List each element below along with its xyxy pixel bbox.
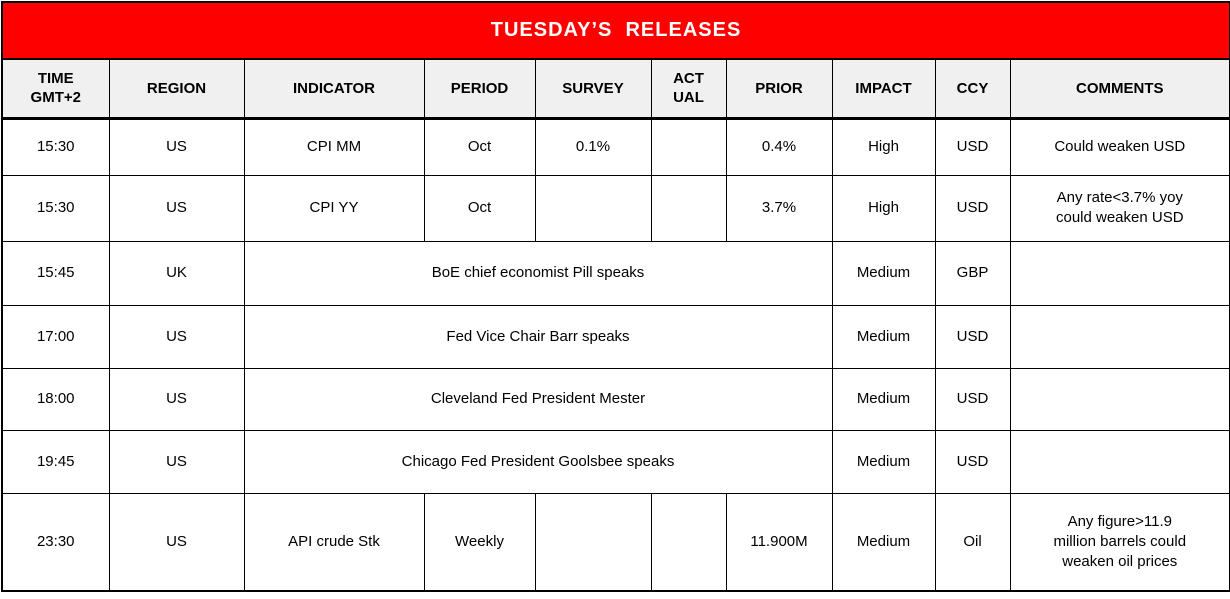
cell-comments: Any rate<3.7% yoy could weaken USD [1009,174,1230,242]
cell-time: 23:30 [1,492,110,592]
cell-indicator: CPI YY [243,174,425,242]
cell-actual [650,174,727,242]
cell-region: UK [108,240,245,306]
cell-actual [650,492,727,592]
cell-survey: 0.1% [534,117,652,176]
table-row: 18:00 US Cleveland Fed President Mester Med… [1,367,1230,431]
cell-region: US [108,492,245,592]
cell-time: 15:45 [1,240,110,306]
table-row: 19:45 US Chicago Fed President Goolsbee sp… [1,429,1230,494]
cell-ccy: GBP [934,240,1011,306]
cell-region: US [108,429,245,494]
col-header-indicator: INDICATOR [243,58,425,120]
cell-ccy: USD [934,117,1011,176]
cell-region: US [108,367,245,431]
cell-time: 15:30 [1,117,110,176]
cell-time: 18:00 [1,367,110,431]
table-row: 15:30 US CPI MM Oct 0.1% 0.4% High USD Could wea… [1,117,1230,176]
table-row: 17:00 US Fed Vice Chair Barr speaks Medium U… [1,304,1230,369]
cell-impact: Medium [831,367,936,431]
table-title: TUESDAY’S RELEASES [1,1,1230,60]
cell-region: US [108,117,245,176]
cell-prior: 0.4% [725,117,833,176]
cell-time: 19:45 [1,429,110,494]
cell-period: Oct [423,117,536,176]
col-header-ccy: CCY [934,58,1011,120]
col-header-period: PERIOD [423,58,536,120]
cell-comments [1009,304,1230,369]
col-header-impact: IMPACT [831,58,936,120]
col-header-comments: COMMENTS [1009,58,1230,120]
table-body: 15:30 US CPI MM Oct 0.1% 0.4% High USD Could wea… [1,117,1230,592]
table-row: 23:30 US API crude Stk Weekly 11.900M Medium O… [1,492,1230,592]
cell-indicator: API crude Stk [243,492,425,592]
cell-period: Weekly [423,492,536,592]
cell-event: BoE chief economist Pill speaks [243,240,833,306]
cell-impact: High [831,117,936,176]
table-row: 15:45 UK BoE chief economist Pill speaks Me… [1,240,1230,306]
cell-impact: High [831,174,936,242]
cell-comments [1009,367,1230,431]
cell-region: US [108,174,245,242]
cell-ccy: USD [934,367,1011,431]
cell-period: Oct [423,174,536,242]
cell-time: 15:30 [1,174,110,242]
cell-survey [534,492,652,592]
cell-actual [650,117,727,176]
cell-survey [534,174,652,242]
cell-event: Fed Vice Chair Barr speaks [243,304,833,369]
cell-ccy: Oil [934,492,1011,592]
cell-indicator: CPI MM [243,117,425,176]
cell-comments [1009,429,1230,494]
cell-comments [1009,240,1230,306]
cell-event: Chicago Fed President Goolsbee speaks [243,429,833,494]
cell-ccy: USD [934,304,1011,369]
cell-impact: Medium [831,492,936,592]
cell-ccy: USD [934,429,1011,494]
cell-prior: 3.7% [725,174,833,242]
cell-impact: Medium [831,304,936,369]
column-header-row: TIME GMT+2 REGION INDICATOR PERIOD SURVEY ACT… [1,58,1230,120]
cell-comments: Any figure>11.9 million barrels could we… [1009,492,1230,592]
col-header-time: TIME GMT+2 [1,58,110,120]
banner-row: TUESDAY’S RELEASES [1,1,1230,60]
cell-comments: Could weaken USD [1009,117,1230,176]
cell-region: US [108,304,245,369]
cell-event: Cleveland Fed President Mester [243,367,833,431]
cell-impact: Medium [831,240,936,306]
cell-impact: Medium [831,429,936,494]
col-header-actual: ACT UAL [650,58,727,120]
col-header-prior: PRIOR [725,58,833,120]
cell-prior: 11.900M [725,492,833,592]
cell-time: 17:00 [1,304,110,369]
table-row: 15:30 US CPI YY Oct 3.7% High USD Any rate<3.7%… [1,174,1230,242]
col-header-region: REGION [108,58,245,120]
col-header-survey: SURVEY [534,58,652,120]
cell-ccy: USD [934,174,1011,242]
